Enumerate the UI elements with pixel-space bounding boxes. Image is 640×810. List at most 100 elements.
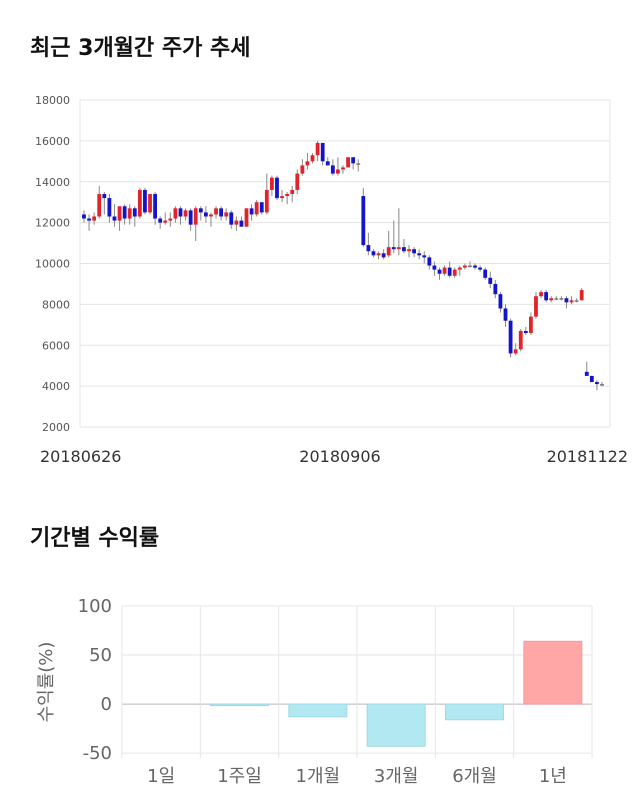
candle-body <box>473 265 477 268</box>
price-trend-title: 최근 3개월간 주가 추세 <box>30 36 251 61</box>
candle-body <box>478 267 483 270</box>
candle-body <box>371 251 376 256</box>
candle-body <box>381 253 386 258</box>
y-tick-label: 4000 <box>42 380 70 393</box>
candle-body <box>188 210 193 225</box>
candle-body <box>158 218 163 223</box>
candle-body <box>574 300 579 302</box>
y-tick-label: 14000 <box>35 176 70 189</box>
candle-body <box>264 189 269 213</box>
y-axis-label: 수익률(%) <box>36 642 57 723</box>
candle-body <box>366 245 371 252</box>
candle-body <box>122 206 127 219</box>
candle-body <box>269 177 274 190</box>
candle-body <box>285 194 290 197</box>
candle-body <box>325 161 330 166</box>
x-tick-label: 1개월 <box>296 766 341 787</box>
candle-body <box>249 208 254 215</box>
candle-body <box>107 198 112 217</box>
return-bar <box>523 640 583 705</box>
candle-body <box>569 300 574 303</box>
candle-body <box>87 218 91 221</box>
candle-body <box>600 384 604 386</box>
candle-body <box>97 194 102 217</box>
candle-body <box>528 316 533 333</box>
x-tick-label: 1년 <box>539 766 567 787</box>
candle-body <box>148 194 152 213</box>
candle-body <box>508 320 513 354</box>
y-tick-label: 2000 <box>42 421 70 434</box>
candle-body <box>462 265 467 268</box>
candle-body <box>442 267 447 274</box>
return-bar <box>445 703 504 721</box>
candle-body <box>549 298 554 301</box>
candle-body <box>153 194 158 219</box>
candle-body <box>559 298 564 300</box>
candle-body <box>163 220 168 223</box>
candle-body <box>554 298 559 300</box>
return-bar <box>210 703 269 707</box>
candle-body <box>132 208 137 217</box>
candle-body <box>351 157 356 164</box>
candle-body <box>209 214 213 217</box>
price-candlestick-chart: 2000 4000 6000 8000 10000 12000 14000 16000 1800… <box>35 94 628 466</box>
y-tick-label: 50 <box>89 645 112 666</box>
candle-body <box>584 371 589 376</box>
candle-body <box>82 214 86 219</box>
y-tick-label: 10000 <box>35 258 70 271</box>
x-tick-label: 1일 <box>147 766 175 787</box>
candle-body <box>498 294 503 309</box>
y-tick-label: 6000 <box>42 339 70 352</box>
candle-body <box>219 208 224 217</box>
y-tick-label: 18000 <box>35 94 70 107</box>
candle-body <box>539 292 543 297</box>
candle-body <box>417 253 422 256</box>
candle-body <box>275 177 279 199</box>
candle-body <box>564 298 569 303</box>
candle-body <box>127 208 132 219</box>
candle-body <box>330 165 335 174</box>
candle-body <box>513 349 518 354</box>
candle-body <box>341 167 345 170</box>
candle-body <box>214 208 218 215</box>
candle-body <box>224 212 229 217</box>
candle-body <box>198 208 203 213</box>
x-tick-label: 1주일 <box>217 766 262 787</box>
candle-body <box>203 212 208 217</box>
y-tick-label: 16000 <box>35 135 70 148</box>
candle-body <box>239 220 244 227</box>
candle-body <box>457 267 462 270</box>
candle-body <box>544 292 549 301</box>
candle-body <box>447 267 452 276</box>
candle-body <box>356 163 361 165</box>
candle-body <box>173 208 178 219</box>
y-tick-label: 0 <box>101 694 112 715</box>
candle-body <box>280 196 284 199</box>
y-tick-label: 8000 <box>42 298 70 311</box>
x-tick-label: 20180906 <box>299 447 380 466</box>
candle-body <box>493 283 498 295</box>
candle-body <box>300 165 305 174</box>
candle-body <box>295 173 300 190</box>
candle-body <box>579 290 584 301</box>
candle-body <box>534 296 538 317</box>
candle-body <box>229 212 234 225</box>
candle-body <box>402 247 406 252</box>
candle-body <box>183 210 188 217</box>
candle-body <box>412 249 417 254</box>
candle-body <box>376 253 381 256</box>
candle-body <box>320 142 325 162</box>
candle-body <box>483 269 488 278</box>
candle-body <box>452 269 457 276</box>
candle-body <box>468 265 472 268</box>
candle-body <box>168 218 173 221</box>
candle-body <box>143 189 147 213</box>
candle-body <box>305 161 310 166</box>
candle-body <box>234 220 239 225</box>
candle-body <box>407 249 411 252</box>
candle-body <box>346 157 350 168</box>
candle-body <box>92 216 97 221</box>
candle-body <box>137 189 142 217</box>
candle-body <box>193 208 198 225</box>
candle-body <box>117 206 122 221</box>
